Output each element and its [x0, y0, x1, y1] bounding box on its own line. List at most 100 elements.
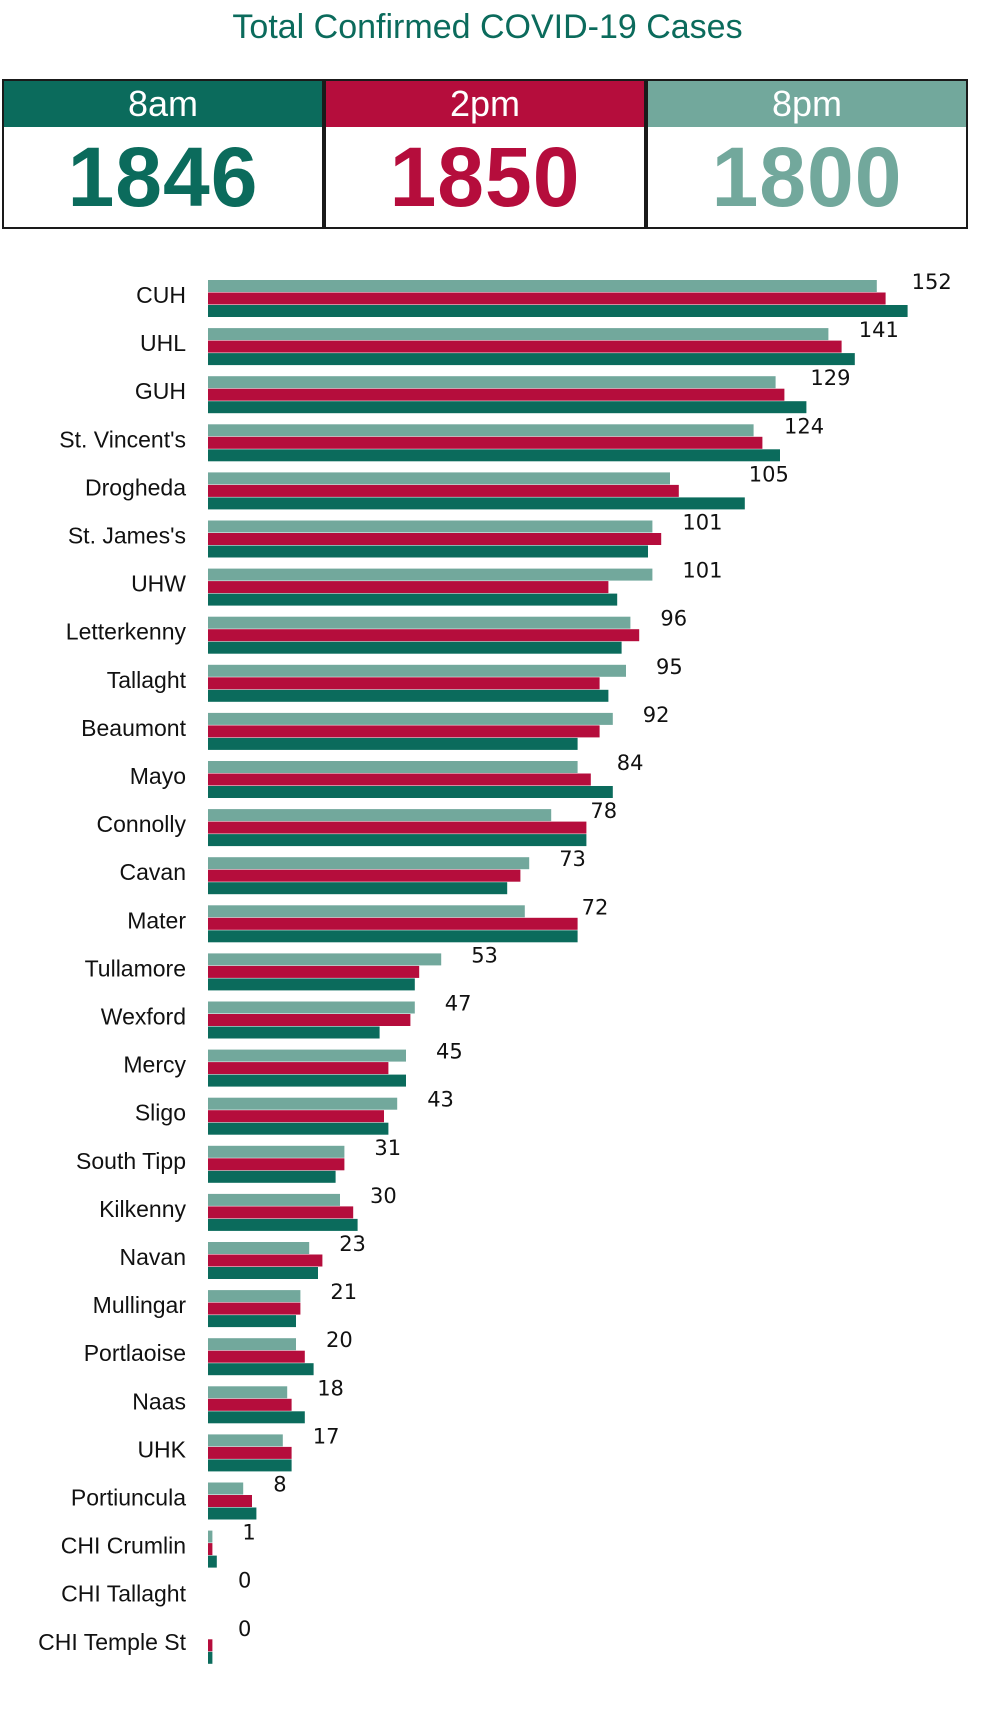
bar-8pm	[208, 328, 829, 341]
category-label: Mater	[127, 907, 186, 933]
value-label: 1	[242, 1521, 255, 1545]
value-label: 23	[339, 1232, 366, 1256]
card-case-total: 1850	[389, 129, 581, 224]
bar-8pm	[208, 1049, 406, 1062]
bar-2pm	[208, 340, 842, 353]
bar-8am	[208, 593, 618, 606]
chart-row: Mullingar 21	[93, 1280, 357, 1328]
bar-8am	[208, 1651, 213, 1664]
bar-2pm	[208, 677, 600, 690]
bar-2pm	[208, 1206, 354, 1219]
bar-8am	[208, 1267, 318, 1279]
value-label: 73	[559, 847, 586, 871]
bar-2pm	[208, 484, 679, 497]
chart-row: Letterkenny 96	[66, 607, 687, 654]
category-label: CUH	[136, 282, 186, 308]
bar-8am	[208, 449, 780, 462]
bar-8pm	[208, 1242, 310, 1254]
bar-8am	[208, 737, 578, 750]
chart-row: Sligo 43	[135, 1088, 454, 1135]
bar-8am	[208, 1507, 257, 1520]
chart-row: UHL 141	[140, 318, 899, 366]
category-label: Drogheda	[85, 474, 186, 500]
chart-row: Naas 18	[132, 1376, 344, 1424]
category-label: CHI Temple St	[38, 1629, 186, 1655]
value-label: 96	[660, 607, 687, 631]
bar-8pm	[208, 568, 653, 581]
value-label: 17	[313, 1424, 340, 1448]
bar-8am	[208, 305, 908, 317]
bar-8am	[208, 1555, 217, 1568]
bar-2pm	[208, 917, 578, 930]
bar-8pm	[208, 1193, 340, 1206]
card-time-label: 2pm	[326, 81, 644, 127]
category-label: St. James's	[68, 523, 186, 549]
bar-8pm	[208, 1338, 296, 1351]
chart-row: Kilkenny 30	[99, 1184, 397, 1231]
chart-row: South Tipp 31	[76, 1136, 401, 1183]
bar-8am	[208, 1122, 389, 1135]
value-label: 101	[682, 559, 722, 583]
bar-2pm	[208, 1302, 301, 1315]
bar-8am	[208, 786, 613, 798]
chart-row: UHW 101	[131, 559, 722, 606]
value-label: 47	[445, 992, 472, 1016]
bar-2pm	[208, 821, 587, 834]
bar-8am	[208, 1218, 358, 1231]
bar-2pm	[208, 1446, 292, 1459]
category-label: Portlaoise	[84, 1340, 186, 1366]
bar-8am	[208, 882, 508, 895]
value-label: 84	[617, 751, 644, 775]
bar-2pm	[208, 1398, 292, 1411]
bar-2pm	[208, 1158, 345, 1171]
bar-8am	[208, 689, 609, 702]
category-label: Naas	[132, 1388, 186, 1414]
category-label: Portiuncula	[71, 1485, 186, 1511]
chart-row: CHI Crumlin 1	[61, 1521, 256, 1568]
bar-8am	[208, 545, 648, 558]
category-label: South Tipp	[76, 1148, 186, 1174]
bar-8pm	[208, 280, 877, 292]
bar-8am	[208, 1315, 296, 1328]
bar-2pm	[208, 436, 763, 449]
bar-8pm	[208, 664, 626, 677]
value-label: 53	[471, 943, 498, 967]
chart-row: Wexford 47	[101, 992, 472, 1039]
bar-8pm	[208, 953, 442, 966]
bar-8pm	[208, 1434, 283, 1447]
chart-row: CUH 152	[136, 270, 952, 317]
category-label: Navan	[120, 1244, 186, 1270]
category-label: Mercy	[123, 1052, 186, 1078]
bar-8am	[208, 1411, 305, 1424]
bar-8pm	[208, 1482, 244, 1495]
summary-card-2pm: 2pm 1850	[324, 79, 646, 229]
category-label: Mayo	[130, 763, 186, 789]
category-label: Beaumont	[81, 715, 186, 741]
category-label: St. Vincent's	[59, 426, 186, 452]
hospital-bar-chart: CUH 152 UHL 141 GUH 129 St. Vincent's 124 Droghe…	[38, 270, 952, 1664]
bar-8pm	[208, 616, 631, 629]
value-label: 30	[370, 1184, 397, 1208]
bar-8pm	[208, 1530, 213, 1543]
bar-2pm	[208, 388, 785, 401]
bar-8pm	[208, 905, 525, 918]
bar-2pm	[208, 1062, 389, 1075]
bar-8am	[208, 401, 807, 414]
value-label: 0	[238, 1569, 251, 1593]
value-label: 141	[859, 318, 899, 342]
value-label: 31	[374, 1136, 401, 1160]
bar-8am	[208, 930, 578, 943]
category-label: Tullamore	[85, 955, 186, 981]
chart-row: St. Vincent's 124	[59, 414, 824, 462]
card-time-label: 8am	[4, 81, 322, 127]
value-label: 8	[273, 1473, 286, 1497]
value-label: 45	[436, 1040, 463, 1064]
category-label: Sligo	[135, 1100, 186, 1126]
value-label: 0	[238, 1617, 251, 1641]
chart-row: Portlaoise 20	[84, 1328, 353, 1376]
bar-8am	[208, 641, 622, 654]
value-label: 124	[784, 414, 824, 438]
bar-8pm	[208, 857, 530, 870]
value-label: 101	[682, 511, 722, 535]
bar-2pm	[208, 1543, 213, 1556]
